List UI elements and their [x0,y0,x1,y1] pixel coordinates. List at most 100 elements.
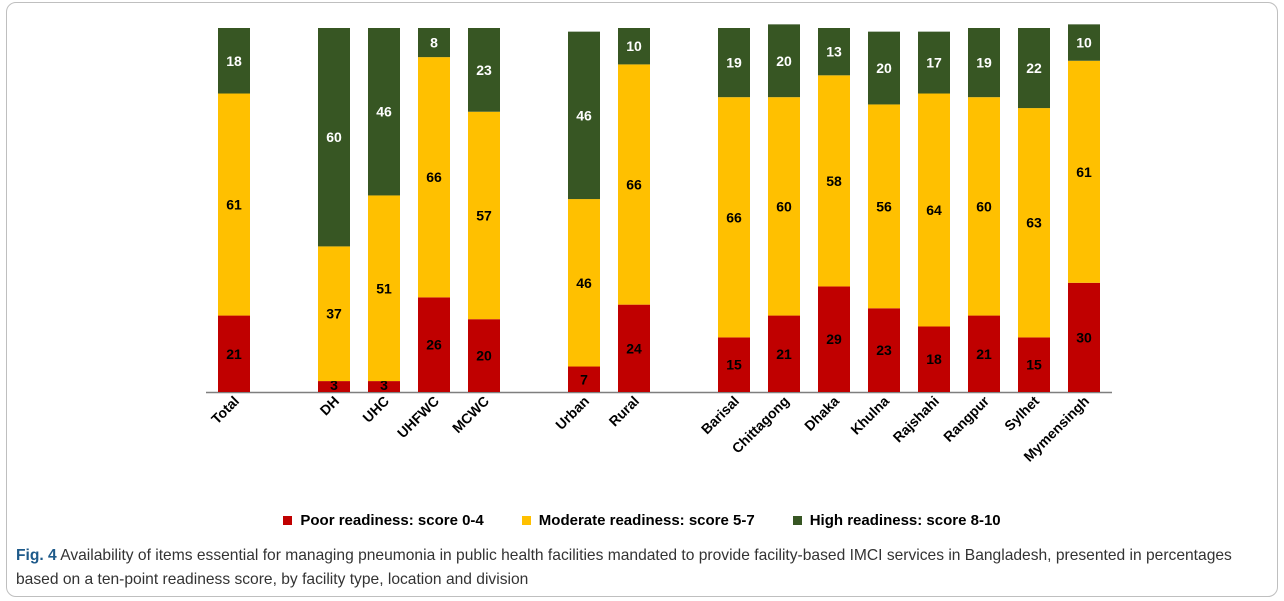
data-label-poor-rajshahi: 18 [926,351,942,367]
data-label-high-chittagong: 20 [776,53,792,69]
data-label-poor-barisal: 15 [726,357,742,373]
data-label-poor-total: 21 [226,346,242,362]
x-tick-label-sylhet: Sylhet [1001,393,1042,434]
data-label-moderate-rural: 66 [626,177,642,193]
data-label-moderate-urban: 46 [576,275,592,291]
bar-segment-poor-total [218,315,250,392]
bar-segment-high-dhaka [818,28,850,76]
data-label-moderate-sylhet: 63 [1026,215,1042,231]
x-tick-label-dh: DH [316,393,342,419]
data-label-poor-mcwc: 20 [476,348,492,364]
data-label-moderate-khulna: 56 [876,198,892,214]
bar-segment-moderate-sylhet [1018,108,1050,338]
legend-label-moderate: Moderate readiness: score 5-7 [538,512,755,529]
data-label-high-uhc: 46 [376,104,392,120]
data-label-poor-sylhet: 15 [1026,357,1042,373]
data-label-moderate-barisal: 66 [726,209,742,225]
data-label-high-sylhet: 22 [1026,60,1042,76]
legend-item-high: High readiness: score 8-10 [792,512,1001,529]
bar-segment-high-uhc [368,28,400,196]
bar-segment-high-total [218,28,250,94]
data-label-poor-uhc: 3 [380,377,388,393]
legend-item-poor: Poor readiness: score 0-4 [283,512,484,529]
bar-segment-poor-mcwc [468,319,500,392]
bar-segment-poor-uhfwc [418,297,450,392]
chart-legend: Poor readiness: score 0-4 Moderate readi… [0,512,1284,529]
bar-segment-moderate-barisal [718,97,750,338]
stacked-bar-chart: 216118Total33760DH35146UHC26668UHFWC2057… [206,24,1112,465]
data-label-moderate-uhc: 51 [376,280,392,296]
bar-segment-moderate-uhc [368,195,400,382]
bar-segment-moderate-dh [318,246,350,382]
bar-segment-poor-rajshahi [918,326,950,392]
legend-swatch-high [792,516,802,525]
data-label-moderate-chittagong: 60 [776,198,792,214]
data-label-moderate-total: 61 [226,197,242,213]
data-label-poor-rural: 24 [626,340,642,356]
data-label-poor-urban: 7 [580,371,588,387]
x-tick-label-uhc: UHC [359,393,392,426]
bar-segment-moderate-dhaka [818,75,850,287]
bar-segment-poor-rangpur [968,315,1000,392]
data-label-poor-uhfwc: 26 [426,337,442,353]
x-tick-label-dhaka: Dhaka [801,393,842,434]
data-label-high-khulna: 20 [876,60,892,76]
data-label-moderate-rajshahi: 64 [926,202,942,218]
bar-segment-moderate-total [218,93,250,316]
bar-segment-high-uhfwc [418,28,450,58]
figure-caption-text: Availability of items essential for mana… [16,547,1232,588]
data-label-moderate-mymensingh: 61 [1076,164,1092,180]
bar-segment-poor-uhc [368,381,400,392]
data-label-high-rural: 10 [626,38,642,54]
bar-segment-moderate-rajshahi [918,93,950,327]
data-label-poor-dh: 3 [330,377,338,393]
bar-segment-high-rural [618,28,650,65]
bar-segment-poor-mymensingh [1068,282,1100,392]
data-label-poor-khulna: 23 [876,342,892,358]
bar-segment-moderate-rangpur [968,97,1000,316]
bar-segment-high-mcwc [468,28,500,112]
x-tick-label-uhfwc: UHFWC [394,393,442,441]
bar-segment-moderate-mcwc [468,111,500,320]
data-label-high-mcwc: 23 [476,62,492,78]
data-label-high-mymensingh: 10 [1076,35,1092,51]
data-label-high-rangpur: 19 [976,55,992,71]
x-tick-label-rural: Rural [605,393,642,430]
bar-segment-high-rangpur [968,28,1000,98]
bar-segment-high-urban [568,31,600,200]
bar-segment-high-mymensingh [1068,24,1100,61]
figure-caption: Fig. 4 Availability of items essential f… [16,544,1256,592]
figure-frame [6,2,1278,597]
data-label-moderate-uhfwc: 66 [426,169,442,185]
data-label-high-uhfwc: 8 [430,35,438,51]
bar-segment-poor-barisal [718,337,750,392]
x-tick-label-urban: Urban [552,393,592,433]
data-label-poor-chittagong: 21 [776,346,792,362]
bar-segment-poor-khulna [868,308,900,392]
data-label-high-barisal: 19 [726,55,742,71]
x-tick-label-khulna: Khulna [847,393,892,438]
bar-segment-high-sylhet [1018,28,1050,109]
x-tick-label-mcwc: MCWC [449,393,492,436]
data-label-high-dh: 60 [326,129,342,145]
x-tick-label-rangpur: Rangpur [940,392,992,444]
bar-segment-high-dh [318,28,350,247]
data-label-moderate-dhaka: 58 [826,173,842,189]
bar-segment-moderate-chittagong [768,97,800,316]
data-label-high-rajshahi: 17 [926,55,942,71]
legend-swatch-poor [283,516,293,525]
data-label-moderate-mcwc: 57 [476,207,492,223]
figure-label: Fig. 4 [16,547,57,564]
x-tick-label-barisal: Barisal [698,393,742,437]
legend-swatch-moderate [521,516,531,525]
data-label-poor-mymensingh: 30 [1076,329,1092,345]
bar-segment-moderate-uhfwc [418,57,450,298]
bar-segment-poor-rural [618,304,650,392]
bar-segment-poor-chittagong [768,315,800,392]
legend-label-high: High readiness: score 8-10 [809,512,1001,529]
data-label-moderate-dh: 37 [326,306,342,322]
data-label-poor-rangpur: 21 [976,346,992,362]
legend-item-moderate: Moderate readiness: score 5-7 [521,512,755,529]
bar-segment-poor-urban [568,366,600,392]
data-label-moderate-rangpur: 60 [976,198,992,214]
